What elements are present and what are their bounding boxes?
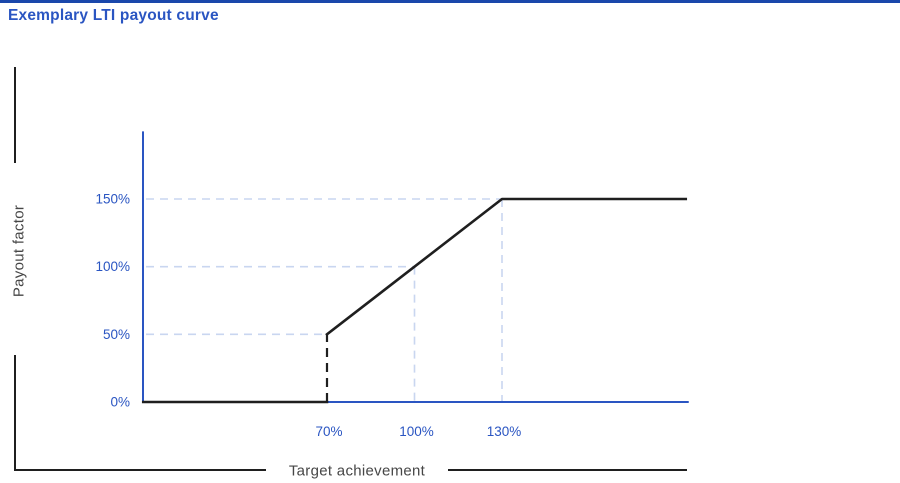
x-axis-label: Target achievement (288, 462, 426, 480)
y-tick-label: 150% (95, 192, 130, 207)
x-axis-decoration-line-right (448, 469, 687, 471)
chart-title: Exemplary LTI payout curve (8, 7, 219, 24)
y-tick-label: 50% (103, 327, 130, 342)
y-axis-decoration-line-top (14, 67, 16, 163)
y-tick-label: 0% (110, 395, 130, 410)
x-tick-label: 130% (487, 424, 522, 439)
x-tick-label: 100% (399, 424, 434, 439)
top-divider-rule (0, 0, 900, 3)
x-tick-label: 70% (315, 424, 342, 439)
y-tick-label: 100% (95, 259, 130, 274)
y-axis-decoration-line-bottom (14, 355, 16, 471)
payout-curve-segment (325, 197, 688, 337)
x-axis-decoration-line-left (14, 469, 266, 471)
